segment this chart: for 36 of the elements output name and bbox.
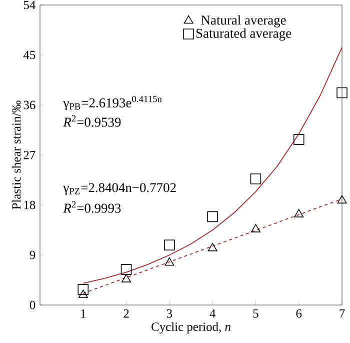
point	[164, 240, 175, 250]
y-tick-label: 18	[24, 200, 36, 210]
y-tick-label: 36	[24, 100, 36, 110]
point	[208, 242, 218, 252]
point	[78, 284, 89, 295]
legend-label: Saturated average	[196, 28, 292, 41]
point	[122, 274, 132, 282]
annotation: γ$_{PZ}$=2.8404n−0.7702	[63, 183, 176, 195]
x-tick-label: 6	[296, 309, 302, 318]
annotation: R$^{2}$=0.9539	[63, 115, 121, 127]
x-tick-label: 7	[340, 309, 345, 318]
y-tick-label: 54	[24, 0, 36, 10]
point	[337, 195, 347, 204]
point	[78, 290, 88, 298]
x-tick-label: 3	[166, 309, 172, 318]
y-tick-label: 9	[30, 250, 36, 260]
x-tick-label: 1	[81, 309, 86, 318]
point	[336, 87, 348, 98]
annotation: γ$_{PB}$=2.6193e$^{0.4115n}$	[63, 96, 162, 110]
x-tick-label: 2	[124, 309, 129, 318]
legend-label: Natural average	[201, 15, 286, 28]
y-tick-label: 0	[30, 300, 36, 310]
point	[293, 134, 304, 145]
point	[250, 224, 260, 232]
y-axis-title: Plastic shear strain/‰	[12, 100, 21, 210]
point	[120, 264, 132, 275]
point	[207, 211, 218, 222]
x-tick-label: 5	[253, 309, 258, 318]
x-axis-title: Cyclic period, n	[152, 322, 230, 334]
y-tick-label: 45	[23, 50, 36, 60]
point	[294, 209, 304, 218]
y-tick-label: 27	[24, 150, 36, 160]
annotation: R$^{2}$=0.9993	[63, 201, 121, 213]
x-tick-label: 4	[210, 309, 216, 318]
point	[250, 173, 262, 184]
point	[164, 257, 174, 266]
